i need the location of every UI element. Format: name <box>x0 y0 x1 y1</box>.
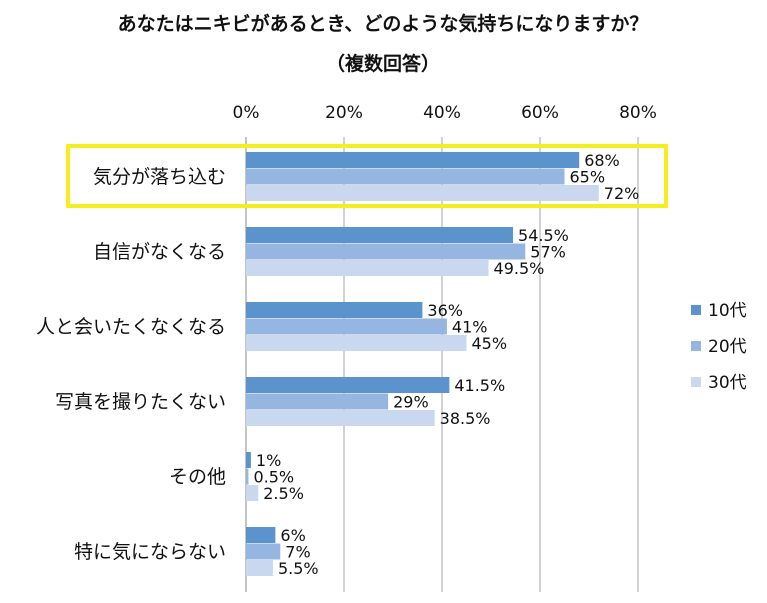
bar <box>246 152 580 168</box>
data-label: 54.5% <box>518 226 569 245</box>
data-label: 7% <box>285 543 310 562</box>
data-label: 6% <box>280 526 305 545</box>
data-label: 68% <box>584 151 620 170</box>
chart-title: あなたはニキビがあるとき、どのような気持ちになりますか？ <box>118 12 649 35</box>
bar <box>246 302 423 318</box>
bar <box>246 243 526 260</box>
bar <box>246 318 447 335</box>
bar <box>246 377 450 393</box>
bar <box>246 452 251 468</box>
gridlines <box>245 137 639 592</box>
category-label: 自信がなくなる <box>93 241 226 263</box>
x-tick-label: 40% <box>423 103 461 123</box>
data-label: 41% <box>452 318 488 337</box>
category-label: 人と会いたくなくなる <box>36 316 226 338</box>
chart-subtitle: （複数回答） <box>326 52 440 75</box>
x-tick-label: 60% <box>521 103 559 123</box>
bar <box>246 393 389 410</box>
x-tick-label: 20% <box>325 103 363 123</box>
highlight-layer <box>66 144 668 208</box>
bar <box>246 543 281 560</box>
data-label: 49.5% <box>494 259 545 278</box>
data-label: 72% <box>604 184 640 203</box>
bar <box>246 260 489 276</box>
data-label: 36% <box>427 301 463 320</box>
bar <box>246 410 435 426</box>
data-label: 29% <box>393 393 429 412</box>
bar <box>246 185 599 201</box>
data-label: 45% <box>472 334 508 353</box>
legend-label: 20代 <box>708 337 747 357</box>
highlight-box <box>66 144 668 208</box>
data-label: 2.5% <box>263 484 304 503</box>
x-tick-label: 0% <box>233 103 260 123</box>
bar <box>246 468 249 485</box>
x-tick-label: 80% <box>619 103 657 123</box>
data-label: 1% <box>256 451 281 470</box>
legend-swatch <box>691 305 701 315</box>
data-label: 65% <box>570 168 606 187</box>
legend-label: 30代 <box>708 373 747 393</box>
data-label: 38.5% <box>440 409 491 428</box>
data-label: 57% <box>530 243 566 262</box>
legend-swatch <box>691 341 701 351</box>
data-labels: 68%65%72% 54.5%57%49.5% 36%41%45% 41.5% 29% 3… <box>253 151 639 578</box>
legend-label: 10代 <box>708 301 747 321</box>
category-label: 気分が落ち込む <box>93 166 226 188</box>
category-label: 写真を撮りたくない <box>55 391 226 413</box>
bar <box>246 527 276 543</box>
data-label: 5.5% <box>278 559 319 578</box>
bars <box>246 152 599 576</box>
bar <box>246 168 565 185</box>
category-label: 特に気にならない <box>74 541 226 563</box>
data-label: 41.5% <box>454 376 505 395</box>
bar <box>246 560 273 576</box>
x-axis-ticks: 0% 20% 40% 60% 80% <box>233 103 657 123</box>
category-labels: 気分が落ち込む自信がなくなる人と会いたくなくなる写真を撮りたくないその他特に気に… <box>36 166 226 563</box>
bar <box>246 485 259 501</box>
category-label: その他 <box>169 466 226 488</box>
legend-swatch <box>691 377 701 387</box>
bar <box>246 227 514 243</box>
data-label: 0.5% <box>253 468 294 487</box>
bar <box>246 335 467 351</box>
legend: 10代 20代 30代 <box>691 301 747 393</box>
